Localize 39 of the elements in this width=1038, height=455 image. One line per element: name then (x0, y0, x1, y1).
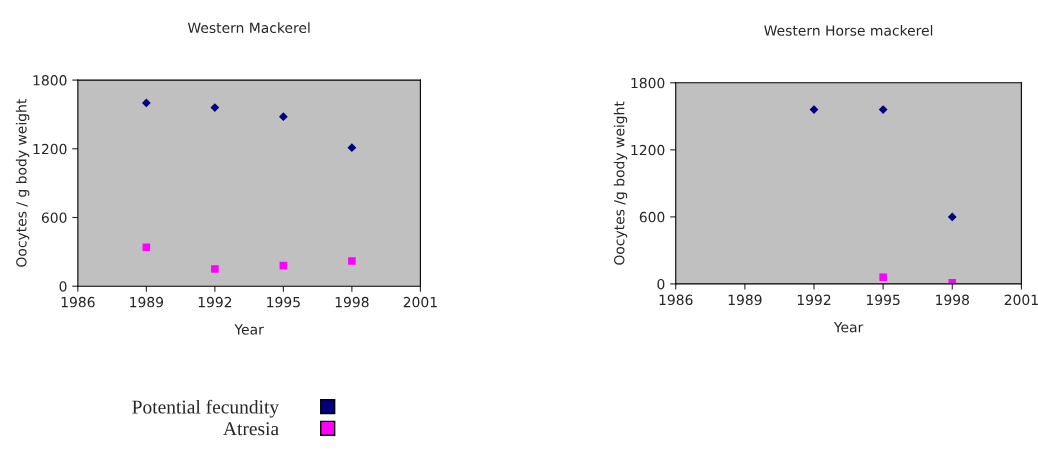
y-tick-label: 0 (59, 281, 67, 292)
point (947, 212, 957, 222)
point (879, 273, 887, 282)
chart-title: Western Horse mackerel (764, 25, 933, 36)
legend-label: Potential fecundity (132, 399, 280, 418)
x-tick-label: 1995 (866, 294, 900, 306)
y-tick-label: 0 (657, 278, 665, 290)
y-tick-label: 600 (639, 211, 665, 223)
point (141, 98, 151, 108)
y-axis-title: Oocytes / g body weight (15, 99, 30, 267)
y-tick-label: 1800 (33, 75, 67, 86)
point (878, 105, 888, 115)
y-tick-label: 1200 (631, 144, 665, 156)
x-axis-title: Year (833, 322, 864, 333)
y-tick-label: 600 (41, 212, 67, 223)
point (210, 103, 220, 112)
x-tick-label: 1986 (61, 296, 95, 308)
x-tick-label: 1992 (198, 296, 232, 308)
x-axis-title: Year (234, 324, 264, 335)
x-tick-label: 1998 (335, 296, 369, 308)
point (348, 257, 356, 265)
y-axis-title: Oocytes /g body weight (613, 101, 628, 265)
point (809, 105, 819, 115)
x-tick-label: 1986 (659, 294, 693, 306)
point (278, 112, 288, 122)
chart-title: Western Mackerel (187, 22, 310, 34)
x-tick-label: 1992 (797, 294, 831, 306)
point (347, 143, 357, 153)
x-tick-label: 2001 (403, 296, 437, 308)
legend-label: Atresia (223, 422, 279, 436)
x-tick-label: 1995 (267, 296, 300, 308)
point (211, 265, 219, 273)
y-tick-label: 1800 (631, 77, 665, 89)
x-tick-label: 1998 (936, 294, 969, 306)
x-tick-label: 1989 (130, 296, 164, 308)
x-tick-label: 2001 (1004, 294, 1038, 306)
x-tick-label: 1989 (728, 294, 762, 306)
point (142, 243, 151, 252)
y-tick-label: 1200 (33, 143, 67, 155)
